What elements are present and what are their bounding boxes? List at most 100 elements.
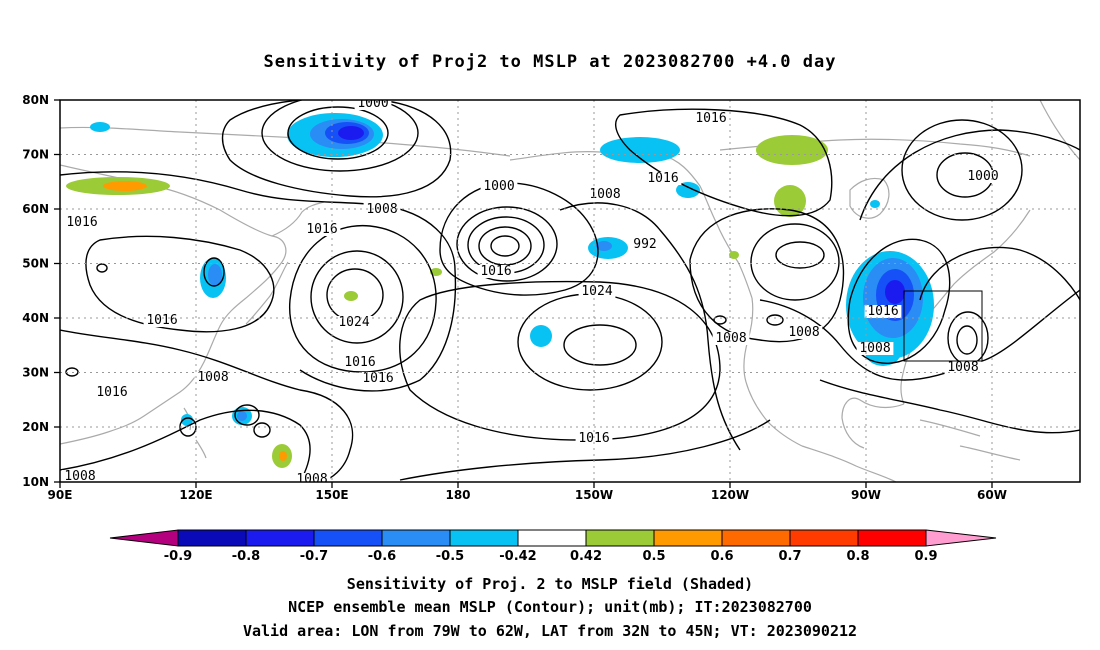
colorbar-swatch (381, 529, 451, 547)
lat-tick-label: 30N (22, 366, 49, 380)
lon-tick-label: 150E (315, 488, 348, 502)
lat-tick-label: 50N (22, 257, 49, 271)
isobar (60, 329, 354, 482)
isobar (859, 129, 1080, 221)
colorbar-label: 0.42 (570, 549, 602, 564)
contour-label-backdrop (194, 371, 232, 384)
caption-line-3: Valid area: LON from 79W to 62W, LAT fro… (243, 622, 857, 640)
contour-label-backdrop (692, 112, 730, 125)
contour-label-backdrop (944, 361, 982, 374)
contour-label: 1016 (306, 222, 337, 237)
contour-label: 1016 (578, 431, 609, 446)
colorbar-swatch (245, 529, 315, 547)
sensitivity-patch (181, 414, 193, 426)
map-panel: 1000101610161000100010081008101610169921… (22, 93, 1081, 502)
sensitivity-patch (676, 182, 700, 198)
contour-label: 1008 (366, 202, 397, 217)
contour-label: 1008 (64, 469, 95, 484)
contour-label-backdrop (864, 305, 902, 318)
lat-tick-label: 70N (22, 148, 49, 162)
contour-label: 1008 (788, 325, 819, 340)
isobar (766, 314, 784, 326)
colorbar-label: -0.8 (232, 549, 260, 564)
lon-tick-label: 90W (851, 488, 881, 502)
isobar (775, 241, 825, 269)
lat-tick-label: 10N (22, 475, 49, 489)
contour-label-backdrop (303, 223, 341, 236)
sensitivity-patch (279, 451, 287, 461)
contour-label-backdrop (143, 314, 181, 327)
contour-label: 1016 (96, 385, 127, 400)
colorbar-low-arrow (109, 529, 179, 547)
coastline-gulf-of-mexico (841, 397, 905, 449)
contour-label: 1000 (967, 169, 998, 184)
lat-tick-label: 40N (22, 311, 49, 325)
colorbar-label: -0.9 (164, 549, 192, 564)
isobar (956, 325, 978, 355)
coastline-north-america-west (743, 297, 803, 447)
coastline-japan (245, 261, 289, 325)
lon-tick-label: 90E (48, 488, 73, 502)
isobar (85, 235, 275, 333)
colorbar-swatch (857, 529, 927, 547)
contour-label: 1008 (296, 472, 327, 487)
sensitivity-patch (338, 126, 364, 140)
isobar (203, 257, 225, 287)
contour-label-backdrop (480, 180, 518, 193)
isobar (901, 119, 1023, 221)
lat-tick-label: 80N (22, 93, 49, 107)
colorbar-label: 0.9 (914, 549, 937, 564)
lon-tick-label: 120E (179, 488, 212, 502)
contour-label: 1016 (695, 111, 726, 126)
coastline-alaska (509, 151, 753, 299)
caption-line-1: Sensitivity of Proj. 2 to MSLP field (Sh… (347, 575, 753, 593)
contour-label-backdrop (363, 203, 401, 216)
contour-label-backdrop (712, 332, 750, 345)
contour-label-backdrop (93, 386, 131, 399)
gridlines (60, 100, 1080, 482)
sensitivity-patch (756, 135, 828, 165)
contour-label: 1000 (483, 179, 514, 194)
colorbar-label: -0.42 (499, 549, 536, 564)
contour-labels: 1000101610161000100010081008101610169921… (61, 100, 1002, 487)
contour-label-backdrop (856, 342, 894, 355)
lon-tick-label: 150W (575, 488, 613, 502)
sensitivity-patch (237, 411, 247, 421)
contour-label: 1008 (715, 331, 746, 346)
colorbar-label: -0.6 (368, 549, 396, 564)
coastline-north-america-east (900, 209, 1031, 405)
isobar (261, 100, 419, 172)
sensitivity-patch (885, 280, 905, 304)
sensitivity-patch (600, 137, 680, 163)
isobar (614, 108, 833, 217)
contour-label: 1024 (338, 315, 369, 330)
isobar (287, 106, 389, 160)
isobar (490, 235, 520, 257)
contour-label-backdrop (575, 432, 613, 445)
isobar (399, 419, 771, 481)
isobar (221, 100, 452, 198)
isobar (399, 280, 721, 441)
coastline-central-america (801, 445, 897, 482)
contour-label: 1016 (480, 264, 511, 279)
sensitivity-patch (729, 251, 739, 259)
contour-label: 1016 (647, 171, 678, 186)
contour-label: 1016 (66, 215, 97, 230)
colorbar-swatch (653, 529, 723, 547)
contour-label-backdrop (61, 470, 99, 482)
colorbar-label: 0.8 (846, 549, 869, 564)
isobar (310, 250, 404, 344)
isobar (819, 379, 1080, 434)
colorbar-high-arrow (925, 529, 997, 547)
isobar (919, 246, 1080, 301)
longitude-axis: 90E 120E 150E 180 150W 120W 90W 60W (48, 482, 1007, 502)
isobar (456, 206, 558, 282)
coastline-hudson-bay (849, 177, 890, 219)
isobar (253, 422, 271, 438)
contour-label: 1016 (867, 304, 898, 319)
sensitivity-patch (596, 241, 612, 251)
contour-label-backdrop (354, 100, 392, 110)
lat-tick-label: 20N (22, 420, 49, 434)
isobar (234, 404, 260, 426)
